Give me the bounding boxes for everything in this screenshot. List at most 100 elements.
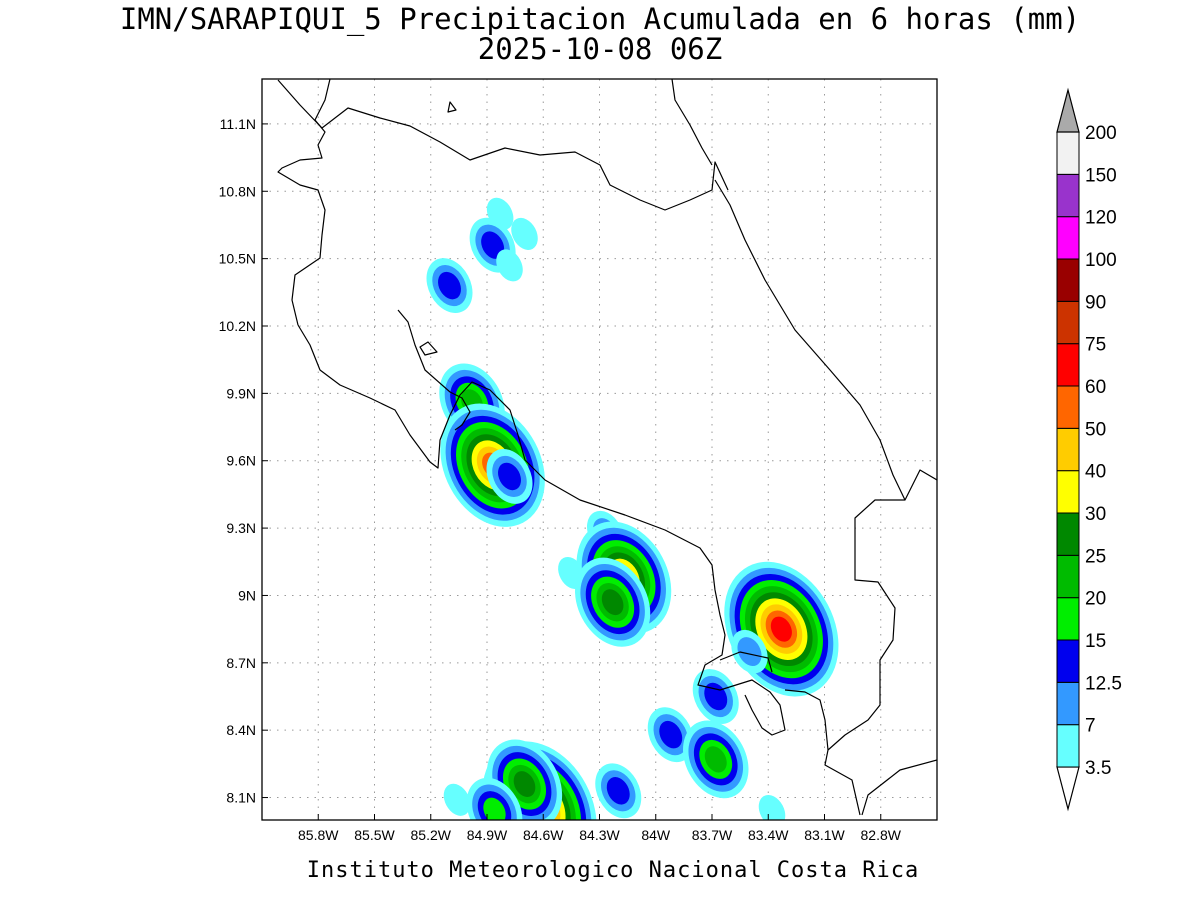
lon-tick-label: 82.8W — [861, 827, 902, 843]
colorbar-label: 100 — [1085, 250, 1117, 271]
map-subtitle: 2025-10-08 06Z — [478, 32, 722, 66]
colorbar-bin — [1056, 385, 1080, 429]
lat-tick-label: 9.3N — [226, 520, 256, 536]
colorbar-label: 75 — [1085, 335, 1106, 356]
precip-contour — [511, 217, 538, 250]
lon-tick-label: 83.7W — [692, 827, 733, 843]
colorbar-bin — [1056, 681, 1080, 726]
colorbar-bin — [1056, 639, 1080, 683]
colorbar-label: 25 — [1085, 546, 1106, 567]
lat-tick-label: 10.5N — [219, 251, 256, 267]
lon-tick-label: 85.2W — [411, 827, 452, 843]
lon-tick-label: 83.4W — [748, 827, 789, 843]
precip-contour — [483, 797, 506, 820]
colorbar-bin — [1056, 131, 1080, 175]
precip-contour — [758, 794, 786, 820]
colorbar-bin — [1056, 300, 1080, 345]
precip-cell — [486, 739, 563, 820]
colorbar-label: 15 — [1085, 631, 1106, 652]
lat-tick-label: 9N — [238, 587, 256, 603]
lat-tick-label: 8.7N — [226, 655, 256, 671]
precip-cell — [511, 217, 538, 250]
precip-cell — [426, 258, 473, 314]
precip-cell — [486, 449, 533, 504]
colorbar-bin — [1056, 173, 1080, 218]
colorbar-label: 60 — [1085, 377, 1106, 398]
colorbar-bin — [1056, 724, 1080, 768]
colorbar-bin — [1056, 470, 1080, 514]
colorbar-label: 30 — [1085, 504, 1106, 525]
lat-tick-label: 10.2N — [219, 318, 256, 334]
precip-contour — [659, 720, 683, 749]
lon-tick-label: 85.8W — [298, 827, 339, 843]
colorbar-bin — [1056, 427, 1080, 472]
precip-cell — [647, 707, 694, 763]
nicaragua-border — [277, 79, 729, 211]
precip-contour — [481, 231, 505, 259]
precip-contour — [496, 249, 523, 282]
lat-tick-label: 9.9N — [226, 385, 256, 401]
precipitation-field — [426, 197, 839, 820]
colorbar-label: 200 — [1085, 123, 1117, 144]
lat-tick-label: 10.8N — [219, 183, 256, 199]
gulf-of-nicoya-shore — [397, 309, 471, 431]
colorbar: 3.5 7 12.5 15 20 25 30 40 50 60 75 90 100 120 150 200 — [1056, 87, 1122, 812]
colorbar-label: 120 — [1085, 208, 1117, 229]
precip-contour — [498, 462, 521, 491]
lon-tick-label: 84W — [641, 827, 671, 843]
coastlines — [277, 79, 937, 816]
precip-cell — [692, 669, 739, 724]
precip-cell — [731, 629, 768, 674]
latitude-axis: 8.1N 8.4N 8.7N 9N 9.3N 9.6N 9.9N 10.2N 10.5N 10.8… — [219, 116, 268, 806]
lat-tick-label: 11.1N — [220, 116, 256, 132]
colorbar-bin — [1056, 216, 1080, 260]
precip-cell — [595, 763, 642, 819]
colorbar-bin — [1056, 554, 1080, 599]
colorbar-label: 3.5 — [1085, 758, 1111, 779]
precip-contour — [606, 777, 630, 805]
colorbar-bin — [1056, 597, 1080, 641]
osa-peninsula-inner — [719, 651, 773, 673]
precip-cell — [758, 794, 786, 820]
colorbar-label: 90 — [1085, 292, 1106, 313]
grid-lines — [262, 79, 937, 820]
lat-tick-label: 9.6N — [226, 453, 256, 469]
lon-tick-label: 85.5W — [354, 827, 395, 843]
ometepe-island — [447, 101, 457, 113]
colorbar-bin — [1056, 258, 1080, 302]
colorbar-label: 50 — [1085, 419, 1106, 440]
plot-area — [262, 79, 937, 820]
lat-tick-label: 8.4N — [226, 722, 256, 738]
precip-contour — [704, 746, 727, 773]
colorbar-high-arrow — [1056, 87, 1080, 133]
colorbar-low-arrow — [1056, 766, 1080, 812]
panama-south-coast — [861, 759, 937, 816]
precip-contour — [438, 271, 461, 300]
costa-rica-pacific-coast — [297, 324, 786, 736]
longitude-axis: 85.8W 85.5W 85.2W 84.9W 84.6W 84.3W 84W 83.7W 83… — [298, 814, 902, 843]
burica-peninsula — [784, 689, 829, 751]
lon-tick-label: 84.6W — [523, 827, 564, 843]
precip-cell — [466, 777, 523, 820]
colorbar-label: 150 — [1085, 165, 1117, 186]
colorbar-bin — [1056, 343, 1080, 387]
precip-contour — [443, 783, 471, 816]
lon-tick-label: 84.9W — [467, 827, 508, 843]
colorbar-label: 12.5 — [1085, 673, 1122, 694]
costa-rica-caribbean-coast — [714, 179, 906, 816]
colorbar-bin — [1056, 512, 1080, 556]
lake-nicaragua-shore — [277, 79, 331, 326]
colorbar-label: 40 — [1085, 462, 1106, 483]
chira-island — [419, 341, 438, 356]
panama-coast — [904, 469, 937, 501]
precip-contour — [737, 637, 762, 667]
precip-cell — [683, 720, 749, 799]
precip-contour — [513, 771, 536, 798]
precip-cell — [496, 249, 523, 282]
lon-tick-label: 83.1W — [804, 827, 845, 843]
colorbar-label: 20 — [1085, 589, 1106, 610]
map-title: IMN/SARAPIQUI_5 Precipitacion Acumulada … — [120, 2, 1080, 37]
precip-cell — [575, 557, 651, 647]
